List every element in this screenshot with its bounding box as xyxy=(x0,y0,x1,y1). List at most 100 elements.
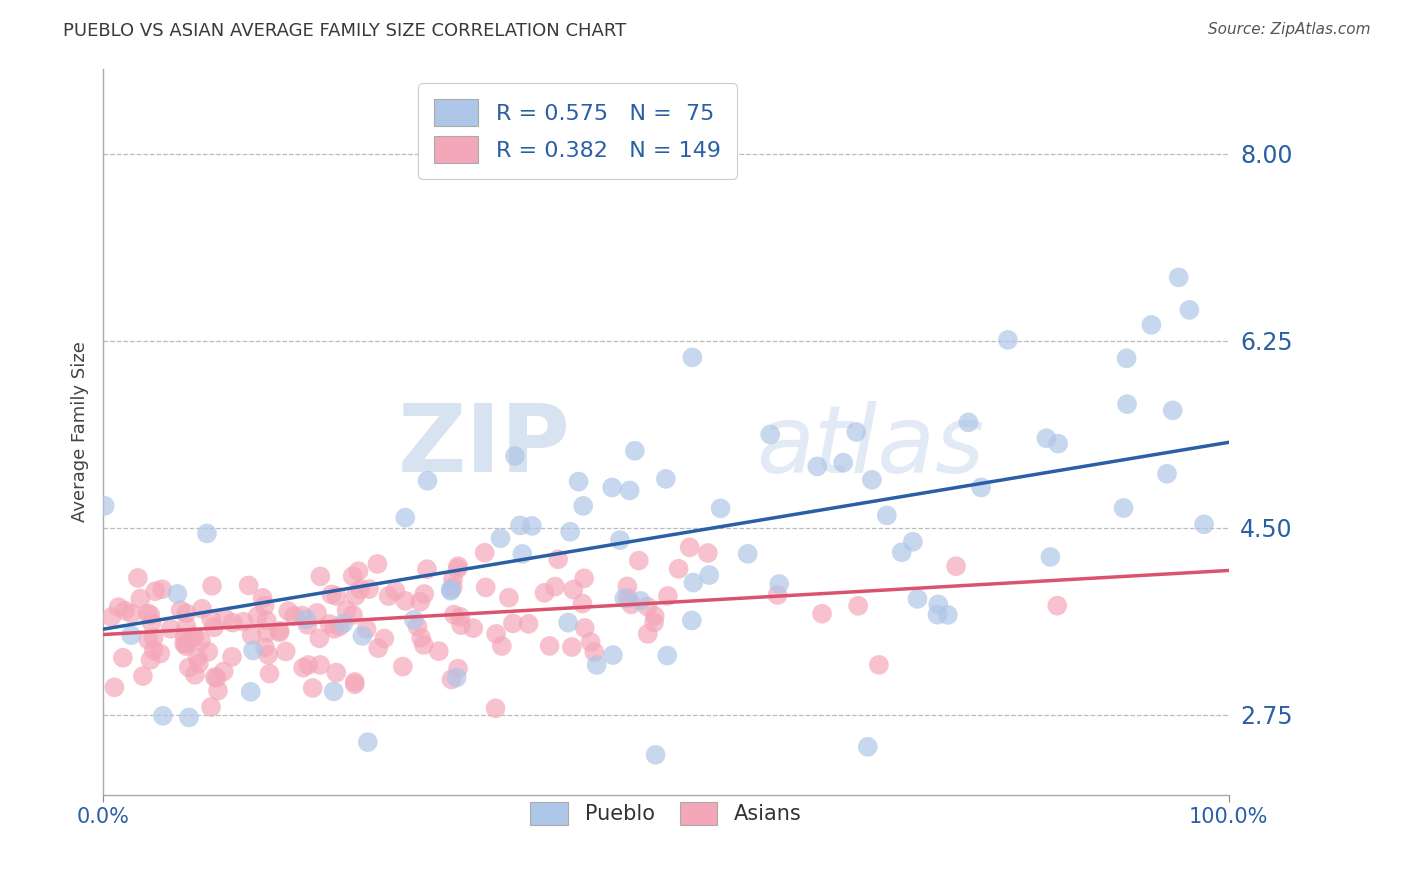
Point xyxy=(356,622,378,636)
Point xyxy=(143,584,166,599)
Text: atlas: atlas xyxy=(756,401,984,491)
Point xyxy=(207,683,229,698)
Point xyxy=(221,649,243,664)
Point xyxy=(309,569,332,583)
Point xyxy=(644,609,666,624)
Point xyxy=(335,603,357,617)
Point xyxy=(1035,431,1057,445)
Point xyxy=(463,621,485,635)
Point xyxy=(585,657,607,672)
Point xyxy=(295,612,318,626)
Point xyxy=(517,616,540,631)
Legend: Pueblo, Asians: Pueblo, Asians xyxy=(520,791,811,835)
Point xyxy=(681,351,703,365)
Point xyxy=(141,615,163,630)
Point xyxy=(136,607,159,621)
Point xyxy=(443,607,465,622)
Point xyxy=(142,643,165,657)
Point xyxy=(571,597,593,611)
Point xyxy=(449,610,471,624)
Point xyxy=(657,589,679,603)
Point xyxy=(321,587,343,601)
Point xyxy=(176,619,198,633)
Point xyxy=(609,533,631,548)
Point xyxy=(139,607,162,622)
Point xyxy=(845,425,868,439)
Text: ZIP: ZIP xyxy=(398,401,571,492)
Point xyxy=(129,591,152,606)
Point xyxy=(391,659,413,673)
Point xyxy=(212,665,235,679)
Point xyxy=(277,604,299,618)
Point xyxy=(256,614,278,628)
Point xyxy=(214,611,236,625)
Point xyxy=(697,568,720,582)
Point xyxy=(627,553,650,567)
Point xyxy=(328,619,350,633)
Point xyxy=(643,615,665,630)
Point xyxy=(806,459,828,474)
Point xyxy=(166,587,188,601)
Point xyxy=(498,591,520,605)
Point xyxy=(349,582,371,597)
Point xyxy=(342,607,364,622)
Point xyxy=(616,579,638,593)
Point xyxy=(111,650,134,665)
Point xyxy=(394,510,416,524)
Point xyxy=(93,499,115,513)
Point xyxy=(366,557,388,571)
Point xyxy=(1112,500,1135,515)
Point xyxy=(681,614,703,628)
Point xyxy=(252,591,274,605)
Point xyxy=(100,610,122,624)
Point xyxy=(491,639,513,653)
Y-axis label: Average Family Size: Average Family Size xyxy=(72,342,89,522)
Point xyxy=(846,599,869,613)
Point xyxy=(138,632,160,647)
Point xyxy=(367,641,389,656)
Point xyxy=(246,609,269,624)
Point xyxy=(630,594,652,608)
Point xyxy=(322,684,344,698)
Point xyxy=(489,531,512,545)
Point xyxy=(269,625,291,640)
Point xyxy=(301,681,323,695)
Point xyxy=(440,582,463,597)
Point xyxy=(394,594,416,608)
Point xyxy=(560,524,582,539)
Point xyxy=(441,572,464,586)
Point xyxy=(253,640,276,655)
Point xyxy=(568,475,591,489)
Point xyxy=(204,670,226,684)
Point xyxy=(187,657,209,671)
Point xyxy=(901,534,924,549)
Text: Source: ZipAtlas.com: Source: ZipAtlas.com xyxy=(1208,22,1371,37)
Point xyxy=(173,805,195,820)
Point xyxy=(195,526,218,541)
Point xyxy=(876,508,898,523)
Point xyxy=(169,603,191,617)
Point xyxy=(107,600,129,615)
Point xyxy=(259,666,281,681)
Point xyxy=(927,598,949,612)
Point xyxy=(190,633,212,648)
Point xyxy=(637,627,659,641)
Point xyxy=(890,545,912,559)
Point xyxy=(205,671,228,685)
Point xyxy=(297,618,319,632)
Point xyxy=(970,480,993,494)
Point xyxy=(402,613,425,627)
Point xyxy=(173,631,195,645)
Point xyxy=(283,609,305,624)
Point xyxy=(409,595,432,609)
Text: PUEBLO VS ASIAN AVERAGE FAMILY SIZE CORRELATION CHART: PUEBLO VS ASIAN AVERAGE FAMILY SIZE CORR… xyxy=(63,22,627,40)
Point xyxy=(186,651,208,665)
Point xyxy=(1167,270,1189,285)
Point xyxy=(200,612,222,626)
Point xyxy=(325,589,347,603)
Point xyxy=(936,607,959,622)
Point xyxy=(544,580,567,594)
Point xyxy=(318,617,340,632)
Point xyxy=(759,427,782,442)
Point xyxy=(325,665,347,680)
